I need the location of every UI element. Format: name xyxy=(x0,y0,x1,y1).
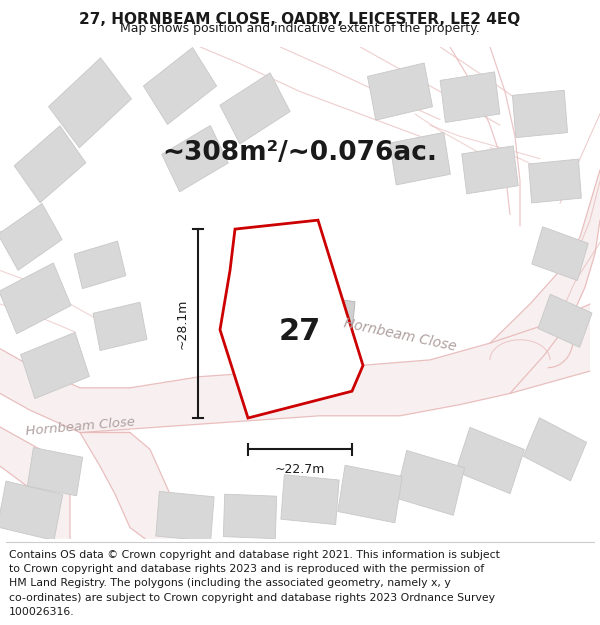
Polygon shape xyxy=(143,48,217,124)
Text: ~308m²/~0.076ac.: ~308m²/~0.076ac. xyxy=(163,140,437,166)
Text: 100026316.: 100026316. xyxy=(9,607,74,617)
Text: 27: 27 xyxy=(279,318,321,346)
Polygon shape xyxy=(74,241,126,289)
Polygon shape xyxy=(220,72,290,144)
Text: 27, HORNBEAM CLOSE, OADBY, LEICESTER, LE2 4EQ: 27, HORNBEAM CLOSE, OADBY, LEICESTER, LE… xyxy=(79,12,521,27)
Text: ~28.1m: ~28.1m xyxy=(176,298,188,349)
Text: to Crown copyright and database rights 2023 and is reproduced with the permissio: to Crown copyright and database rights 2… xyxy=(9,564,484,574)
Polygon shape xyxy=(220,220,363,418)
Polygon shape xyxy=(523,418,587,481)
Polygon shape xyxy=(14,126,86,202)
Text: HM Land Registry. The polygons (including the associated geometry, namely x, y: HM Land Registry. The polygons (includin… xyxy=(9,578,451,588)
Polygon shape xyxy=(0,204,62,271)
Polygon shape xyxy=(395,451,464,515)
Polygon shape xyxy=(49,58,131,148)
Polygon shape xyxy=(0,427,70,539)
Polygon shape xyxy=(162,126,228,192)
Polygon shape xyxy=(80,432,185,539)
Polygon shape xyxy=(20,332,89,399)
Polygon shape xyxy=(490,340,550,360)
Text: ~22.7m: ~22.7m xyxy=(275,463,325,476)
Polygon shape xyxy=(80,304,590,432)
Polygon shape xyxy=(0,263,71,334)
Polygon shape xyxy=(0,481,63,541)
Text: co-ordinates) are subject to Crown copyright and database rights 2023 Ordnance S: co-ordinates) are subject to Crown copyr… xyxy=(9,592,495,602)
Polygon shape xyxy=(490,170,600,393)
Polygon shape xyxy=(462,146,518,194)
Polygon shape xyxy=(0,349,130,432)
Polygon shape xyxy=(281,474,339,524)
Polygon shape xyxy=(538,294,592,348)
Polygon shape xyxy=(455,428,524,494)
Polygon shape xyxy=(367,63,433,120)
Polygon shape xyxy=(156,491,214,541)
Text: Contains OS data © Crown copyright and database right 2021. This information is : Contains OS data © Crown copyright and d… xyxy=(9,550,500,560)
Polygon shape xyxy=(532,227,588,281)
Polygon shape xyxy=(28,448,83,496)
Polygon shape xyxy=(440,72,500,122)
Text: Hornbeam Close: Hornbeam Close xyxy=(343,316,458,354)
Text: Map shows position and indicative extent of the property.: Map shows position and indicative extent… xyxy=(120,22,480,35)
Polygon shape xyxy=(548,312,573,368)
Polygon shape xyxy=(93,302,147,351)
Polygon shape xyxy=(273,291,355,371)
Polygon shape xyxy=(338,465,402,522)
Polygon shape xyxy=(512,90,568,138)
Polygon shape xyxy=(529,159,581,203)
Polygon shape xyxy=(223,494,277,539)
Polygon shape xyxy=(389,132,451,185)
Text: Hornbeam Close: Hornbeam Close xyxy=(25,416,135,438)
